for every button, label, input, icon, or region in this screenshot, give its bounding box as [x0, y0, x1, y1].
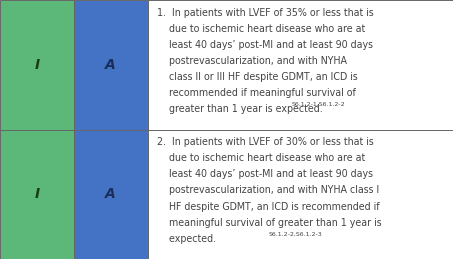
Text: least 40 days’ post-MI and at least 90 days: least 40 days’ post-MI and at least 90 d…: [157, 169, 373, 179]
Bar: [0, 0, 74, 130]
Bar: [148, 130, 453, 259]
Text: I: I: [34, 187, 39, 201]
Text: due to ischemic heart disease who are at: due to ischemic heart disease who are at: [157, 24, 365, 34]
Bar: [0, 130, 74, 259]
Text: S6.1.2-1,S6.1.2-2: S6.1.2-1,S6.1.2-2: [292, 102, 345, 107]
Text: expected.: expected.: [157, 234, 216, 244]
Text: HF despite GDMT, an ICD is recommended if: HF despite GDMT, an ICD is recommended i…: [157, 202, 379, 212]
Bar: [74, 0, 148, 130]
Text: postrevascularization, and with NYHA class I: postrevascularization, and with NYHA cla…: [157, 185, 379, 196]
Text: meaningful survival of greater than 1 year is: meaningful survival of greater than 1 ye…: [157, 218, 381, 228]
Text: 2.  In patients with LVEF of 30% or less that is: 2. In patients with LVEF of 30% or less …: [157, 137, 373, 147]
Text: recommended if meaningful survival of: recommended if meaningful survival of: [157, 88, 356, 98]
Text: S6.1.2-2,S6.1.2-3: S6.1.2-2,S6.1.2-3: [269, 232, 323, 236]
Text: postrevascularization, and with NYHA: postrevascularization, and with NYHA: [157, 56, 347, 66]
Text: A: A: [106, 58, 116, 72]
Text: greater than 1 year is expected.: greater than 1 year is expected.: [157, 104, 323, 114]
Text: class II or III HF despite GDMT, an ICD is: class II or III HF despite GDMT, an ICD …: [157, 72, 357, 82]
Text: A: A: [106, 187, 116, 201]
Bar: [74, 130, 148, 259]
Text: 1.  In patients with LVEF of 35% or less that is: 1. In patients with LVEF of 35% or less …: [157, 8, 373, 18]
Text: least 40 days’ post-MI and at least 90 days: least 40 days’ post-MI and at least 90 d…: [157, 40, 373, 50]
Bar: [148, 0, 453, 130]
Text: I: I: [34, 58, 39, 72]
Text: due to ischemic heart disease who are at: due to ischemic heart disease who are at: [157, 153, 365, 163]
